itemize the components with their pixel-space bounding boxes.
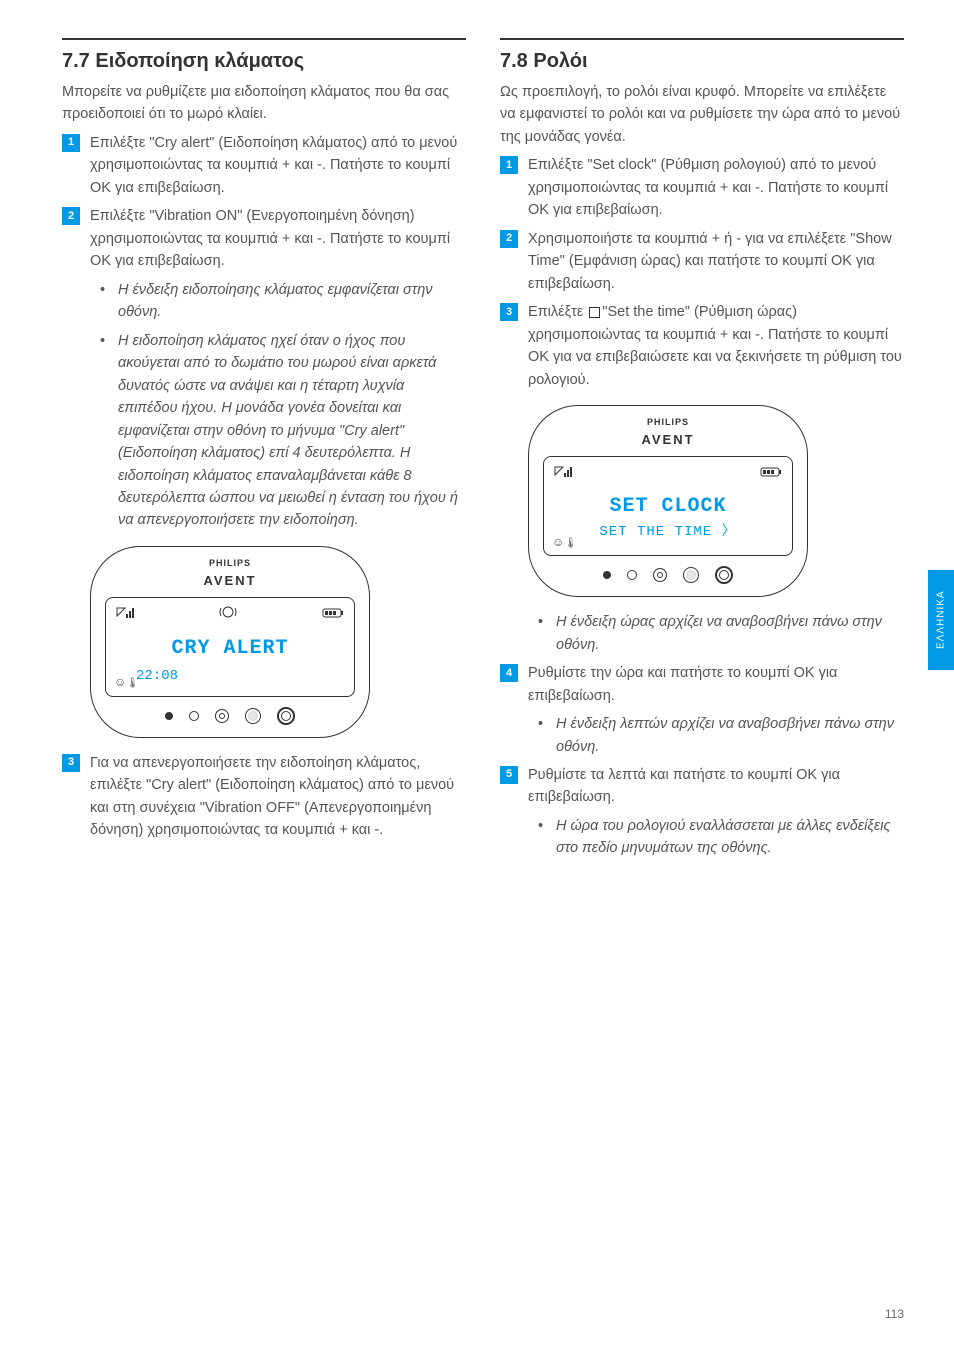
device-screen: SET CLOCK SET THE TIME 〉 ☺🌡 bbox=[543, 456, 793, 556]
device-buttons-row bbox=[105, 707, 355, 725]
signal-icon bbox=[554, 463, 572, 485]
bullet-item: Η ώρα του ρολογιού εναλλάσσεται με άλλες… bbox=[528, 815, 904, 860]
step-number-icon: 1 bbox=[500, 156, 518, 174]
temp-icon: 🌡 bbox=[126, 678, 139, 689]
brand-label: PHILIPS bbox=[105, 557, 355, 571]
section-heading-7-7: 7.7 Ειδοποίηση κλάματος bbox=[62, 38, 466, 77]
step-text: Ρυθμίστε τα λεπτά και πατήστε το κουμπί … bbox=[528, 767, 840, 805]
step-4: 4 Ρυθμίστε την ώρα και πατήστε το κουμπί… bbox=[500, 662, 904, 758]
step-number-icon: 3 bbox=[62, 754, 80, 772]
device-button-icon bbox=[603, 571, 611, 579]
bullet-item: Η ένδειξη λεπτών αρχίζει να αναβοσβήνει … bbox=[528, 713, 904, 758]
cry-alert-icon bbox=[218, 604, 238, 627]
device-button-icon bbox=[715, 566, 733, 584]
device-button-icon bbox=[277, 707, 295, 725]
step-text: Χρησιμοποιήστε τα κουμπιά + ή - για να ε… bbox=[528, 231, 892, 292]
section-heading-7-8: 7.8 Ρολόι bbox=[500, 38, 904, 77]
right-column: 7.8 Ρολόι Ως προεπιλογή, το ρολόι είναι … bbox=[500, 38, 904, 866]
signal-icon bbox=[116, 604, 134, 626]
step-5: 5 Ρυθμίστε τα λεπτά και πατήστε το κουμπ… bbox=[500, 764, 904, 860]
smiley-icon: ☺ bbox=[552, 535, 564, 549]
screen-main-text: CRY ALERT bbox=[116, 633, 344, 664]
screen-topbar bbox=[554, 463, 782, 485]
step-number-icon: 4 bbox=[500, 664, 518, 682]
sub-bullets: Η ένδειξη λεπτών αρχίζει να αναβοσβήνει … bbox=[528, 713, 904, 758]
intro-7-7: Μπορείτε να ρυθμίζετε μια ειδοποίηση κλά… bbox=[62, 81, 466, 126]
device-button-icon bbox=[215, 709, 229, 723]
device-body: PHILIPS AVENT SET CLOCK SET THE TIME 〉 bbox=[528, 405, 808, 597]
device-illustration-cry-alert: PHILIPS AVENT CRY ALERT bbox=[90, 546, 390, 738]
bullet-item: Η ειδοποίηση κλάματος ηχεί όταν ο ήχος π… bbox=[90, 330, 466, 532]
device-buttons-row bbox=[543, 566, 793, 584]
sub-bullets: Η ένδειξη ώρας αρχίζει να αναβοσβήνει πά… bbox=[528, 611, 904, 656]
step-text: Επιλέξτε "Cry alert" (Ειδοποίηση κλάματο… bbox=[90, 135, 457, 196]
screen-bottom-icons: ☺🌡 bbox=[552, 533, 577, 552]
bullet-item: Η ένδειξη ειδοποίησης κλάματος εμφανίζετ… bbox=[90, 279, 466, 324]
step-1: 1 Επιλέξτε "Cry alert" (Ειδοποίηση κλάμα… bbox=[62, 132, 466, 199]
steps-7-8-cont: 4 Ρυθμίστε την ώρα και πατήστε το κουμπί… bbox=[500, 662, 904, 860]
step-3: 3 Επιλέξτε "Set the time" (Ρύθμιση ώρας)… bbox=[500, 301, 904, 391]
device-button-icon bbox=[245, 708, 261, 724]
device-button-icon bbox=[683, 567, 699, 583]
bullet-item: Η ένδειξη ώρας αρχίζει να αναβοσβήνει πά… bbox=[528, 611, 904, 656]
battery-icon bbox=[322, 604, 344, 626]
step-3: 3 Για να απενεργοποιήσετε την ειδοποίηση… bbox=[62, 752, 466, 842]
step-2: 2 Χρησιμοποιήστε τα κουμπιά + ή - για να… bbox=[500, 228, 904, 295]
step-number-icon: 1 bbox=[62, 134, 80, 152]
step-text: Για να απενεργοποιήσετε την ειδοποίηση κ… bbox=[90, 755, 454, 838]
intro-7-8: Ως προεπιλογή, το ρολόι είναι κρυφό. Μπο… bbox=[500, 81, 904, 148]
step-number-icon: 2 bbox=[500, 230, 518, 248]
screen-sub-text: SET THE TIME 〉 bbox=[554, 522, 782, 544]
device-button-icon bbox=[627, 570, 637, 580]
left-column: 7.7 Ειδοποίηση κλάματος Μπορείτε να ρυθμ… bbox=[62, 38, 466, 866]
steps-7-8: 1 Επιλέξτε "Set clock" (Ρύθμιση ρολογιού… bbox=[500, 154, 904, 391]
language-tab: ΕΛΛΗΝΙΚΑ bbox=[928, 570, 954, 670]
step-text: Ρυθμίστε την ώρα και πατήστε το κουμπί O… bbox=[528, 665, 837, 703]
step-1: 1 Επιλέξτε "Set clock" (Ρύθμιση ρολογιού… bbox=[500, 154, 904, 221]
brand-sublabel: AVENT bbox=[543, 430, 793, 450]
device-illustration-set-clock: PHILIPS AVENT SET CLOCK SET THE TIME 〉 bbox=[528, 405, 828, 597]
device-button-icon bbox=[189, 711, 199, 721]
chevron-right-icon: 〉 bbox=[722, 524, 737, 540]
brand-sublabel: AVENT bbox=[105, 571, 355, 591]
page-number: 113 bbox=[885, 1305, 904, 1324]
screen-topbar bbox=[116, 604, 344, 627]
screen-bottom-icons: ☺🌡 bbox=[114, 673, 139, 692]
step-number-icon: 3 bbox=[500, 303, 518, 321]
screen-sub-text: 22:08 bbox=[136, 666, 344, 688]
steps-7-7: 1 Επιλέξτε "Cry alert" (Ειδοποίηση κλάμα… bbox=[62, 132, 466, 532]
step-number-icon: 2 bbox=[62, 207, 80, 225]
brand-label: PHILIPS bbox=[543, 416, 793, 430]
screen-main-text: SET CLOCK bbox=[554, 491, 782, 522]
sub-bullets: Η ώρα του ρολογιού εναλλάσσεται με άλλες… bbox=[528, 815, 904, 860]
sub-bullets: Η ένδειξη ειδοποίησης κλάματος εμφανίζετ… bbox=[90, 279, 466, 532]
smiley-icon: ☺ bbox=[114, 675, 126, 689]
step-2: 2 Επιλέξτε "Vibration ON" (Ενεργοποιημέν… bbox=[62, 205, 466, 532]
battery-icon bbox=[760, 463, 782, 485]
two-column-layout: 7.7 Ειδοποίηση κλάματος Μπορείτε να ρυθμ… bbox=[62, 38, 904, 866]
checkbox-icon bbox=[589, 307, 600, 318]
step-text: Επιλέξτε "Vibration ON" (Ενεργοποιημένη … bbox=[90, 208, 450, 269]
temp-icon: 🌡 bbox=[564, 538, 577, 549]
step-number-icon: 5 bbox=[500, 766, 518, 784]
steps-7-7-cont: 3 Για να απενεργοποιήσετε την ειδοποίηση… bbox=[62, 752, 466, 842]
step-text: Επιλέξτε "Set clock" (Ρύθμιση ρολογιού) … bbox=[528, 157, 888, 218]
device-button-icon bbox=[165, 712, 173, 720]
device-button-icon bbox=[653, 568, 667, 582]
device-screen: CRY ALERT 22:08 ☺🌡 bbox=[105, 597, 355, 697]
step-text-a: Επιλέξτε bbox=[528, 304, 587, 320]
device-body: PHILIPS AVENT CRY ALERT bbox=[90, 546, 370, 738]
